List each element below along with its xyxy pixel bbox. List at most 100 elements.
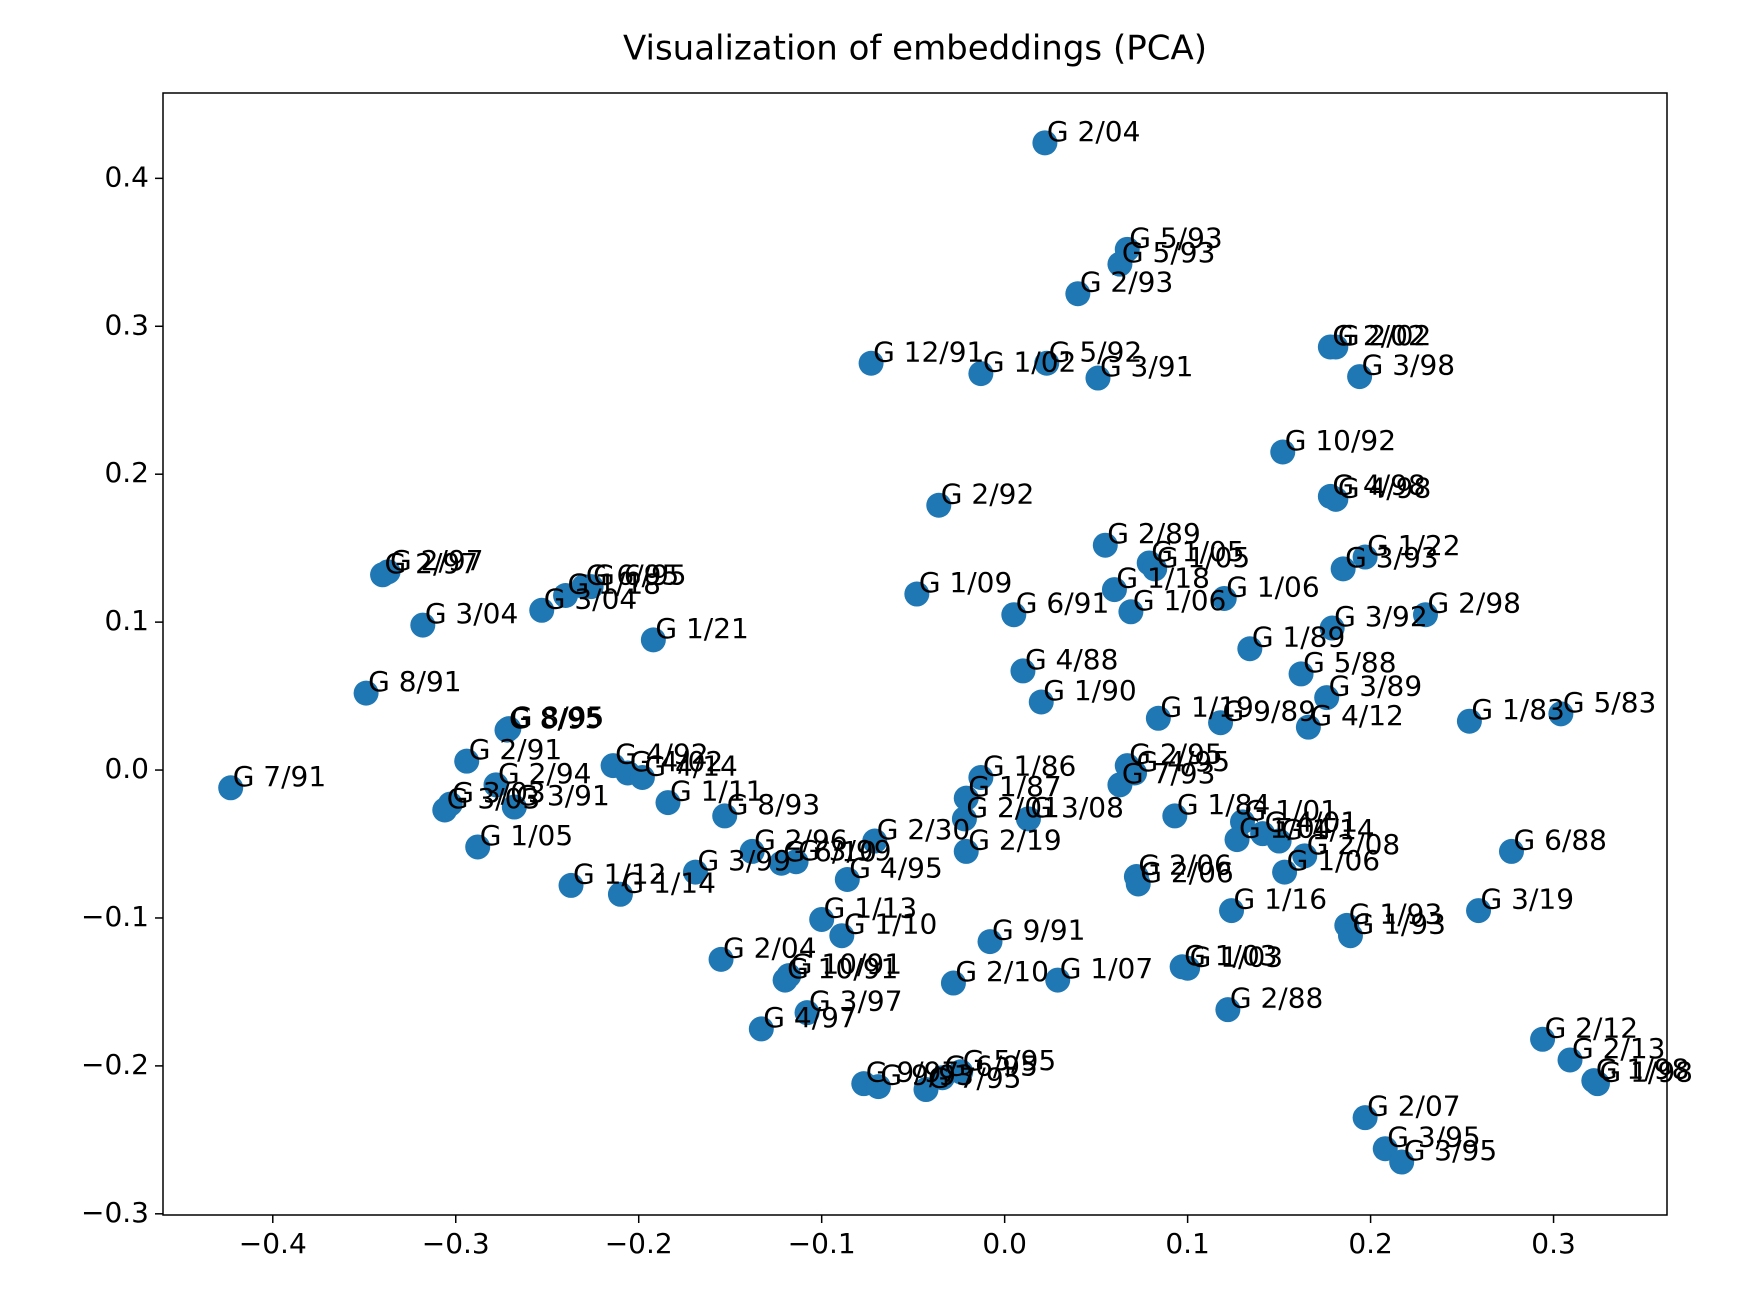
point-label: G 8/93 bbox=[727, 788, 820, 821]
point bbox=[1237, 636, 1263, 662]
point-label: G 1/93 bbox=[1349, 897, 1442, 930]
point-label: G 2/12 bbox=[1545, 1011, 1638, 1044]
point-label: G 2/07 bbox=[1367, 1090, 1460, 1123]
point-label: G 1/02 bbox=[983, 346, 1076, 379]
point-label: G 2/02 bbox=[1338, 319, 1431, 352]
x-tick-label: −0.1 bbox=[788, 1227, 856, 1260]
point-label: G 4/92 bbox=[615, 738, 708, 771]
point-label: G 4/98 bbox=[1332, 468, 1425, 501]
point bbox=[465, 834, 491, 860]
point-label: G 1/87 bbox=[968, 770, 1061, 803]
point-label: G 1/86 bbox=[983, 749, 1076, 782]
point-label: G 1/98 bbox=[1596, 1053, 1689, 1086]
point-label: G 2/13 bbox=[1572, 1032, 1665, 1065]
point-label: G 2/02 bbox=[1332, 319, 1425, 352]
point-label: G 5/88 bbox=[1303, 646, 1396, 679]
point-label: G 1/19 bbox=[1160, 690, 1253, 723]
y-tick-label: 0.0 bbox=[104, 752, 149, 785]
point-label: G 3/97 bbox=[809, 985, 902, 1018]
point bbox=[1107, 772, 1133, 798]
point bbox=[1466, 898, 1492, 924]
point-label: G 3/92 bbox=[1334, 600, 1427, 633]
point bbox=[1557, 1047, 1583, 1073]
point bbox=[1330, 556, 1356, 582]
point bbox=[1530, 1026, 1556, 1052]
point-label: G 10/92 bbox=[1285, 424, 1396, 457]
point bbox=[1224, 827, 1250, 853]
x-tick-label: 0.2 bbox=[1348, 1227, 1393, 1260]
point-label: G 3/03 bbox=[452, 776, 545, 809]
point bbox=[748, 1016, 774, 1042]
point bbox=[776, 963, 802, 989]
point-label: G 1/03 bbox=[1184, 939, 1277, 972]
point bbox=[1032, 130, 1058, 156]
point bbox=[968, 361, 994, 387]
point bbox=[1389, 1149, 1415, 1175]
point-label: G 3/04 bbox=[544, 582, 637, 615]
point-label: G 2/94 bbox=[498, 757, 591, 790]
point-label: G 3/99 bbox=[798, 834, 891, 867]
point bbox=[1456, 708, 1482, 734]
point-label: G 1/83 bbox=[1471, 693, 1564, 726]
point-label: G 2/97 bbox=[385, 547, 478, 580]
point-label: G 3/03 bbox=[447, 782, 540, 815]
point-label: G 4/01 bbox=[1265, 806, 1358, 839]
point bbox=[712, 803, 738, 829]
point bbox=[809, 906, 835, 932]
x-tick-label: −0.2 bbox=[605, 1227, 673, 1260]
point-label: G 5/93 bbox=[1122, 236, 1215, 269]
point-label: G 2/89 bbox=[1107, 517, 1200, 550]
point-label: G 1/11 bbox=[670, 775, 763, 808]
point-label: G 4/02 bbox=[630, 745, 723, 778]
point-label: G 1/06 bbox=[1133, 584, 1226, 617]
point-label: G 1/10 bbox=[844, 908, 937, 941]
point-label: G 3/91 bbox=[1100, 350, 1193, 383]
point bbox=[218, 775, 244, 801]
point-label: G 2/04 bbox=[723, 931, 816, 964]
point bbox=[904, 581, 930, 607]
point-label: G 4/95 bbox=[1137, 745, 1230, 778]
chart-title: Visualization of embeddings (PCA) bbox=[623, 29, 1207, 69]
x-tick-label: 0.3 bbox=[1531, 1227, 1576, 1260]
point-label: G 1/14 bbox=[622, 866, 715, 899]
point bbox=[948, 1059, 974, 1085]
point-label: G 1/06 bbox=[1226, 570, 1319, 603]
point bbox=[1498, 838, 1524, 864]
point-label: G 1/93 bbox=[1352, 908, 1445, 941]
point-label: G 3/89 bbox=[1329, 670, 1422, 703]
point-label: G 7/95 bbox=[928, 1062, 1021, 1095]
point bbox=[501, 794, 527, 820]
point-label: G 1/01 bbox=[1245, 794, 1338, 827]
point-label: G 3/95 bbox=[1404, 1134, 1497, 1167]
point-label: G 4/14 bbox=[644, 749, 737, 782]
point-label: G 1/98 bbox=[1599, 1056, 1692, 1089]
point bbox=[1142, 556, 1168, 582]
point bbox=[940, 970, 966, 996]
point bbox=[1412, 602, 1438, 628]
point-label: G 1/06 bbox=[1287, 844, 1380, 877]
point bbox=[558, 872, 584, 898]
point-label: G 1/89 bbox=[1252, 621, 1345, 654]
point-label: G 4/97 bbox=[763, 1001, 856, 1034]
point-label: G 5/93 bbox=[1129, 221, 1222, 254]
point-label: G 7/91 bbox=[233, 760, 326, 793]
point-label: G 3/99 bbox=[697, 844, 790, 877]
point-label: G 7/93 bbox=[1122, 757, 1215, 790]
point bbox=[1065, 281, 1091, 307]
point-label: G 3/19 bbox=[1481, 883, 1574, 916]
point bbox=[1323, 486, 1349, 512]
point-label: G 1/18 bbox=[1116, 562, 1209, 595]
point-label: G 8/91 bbox=[368, 665, 461, 698]
point bbox=[1145, 705, 1171, 731]
point-label: G 5/92 bbox=[1049, 335, 1142, 368]
point bbox=[1314, 685, 1340, 711]
point bbox=[1272, 859, 1298, 885]
point bbox=[1292, 843, 1318, 869]
point bbox=[640, 627, 666, 653]
point-label: G 2/08 bbox=[1307, 828, 1400, 861]
point-label: G 2/95 bbox=[1129, 738, 1222, 771]
point-label: G 4/95 bbox=[849, 852, 942, 885]
point bbox=[926, 492, 952, 518]
point bbox=[529, 597, 555, 623]
